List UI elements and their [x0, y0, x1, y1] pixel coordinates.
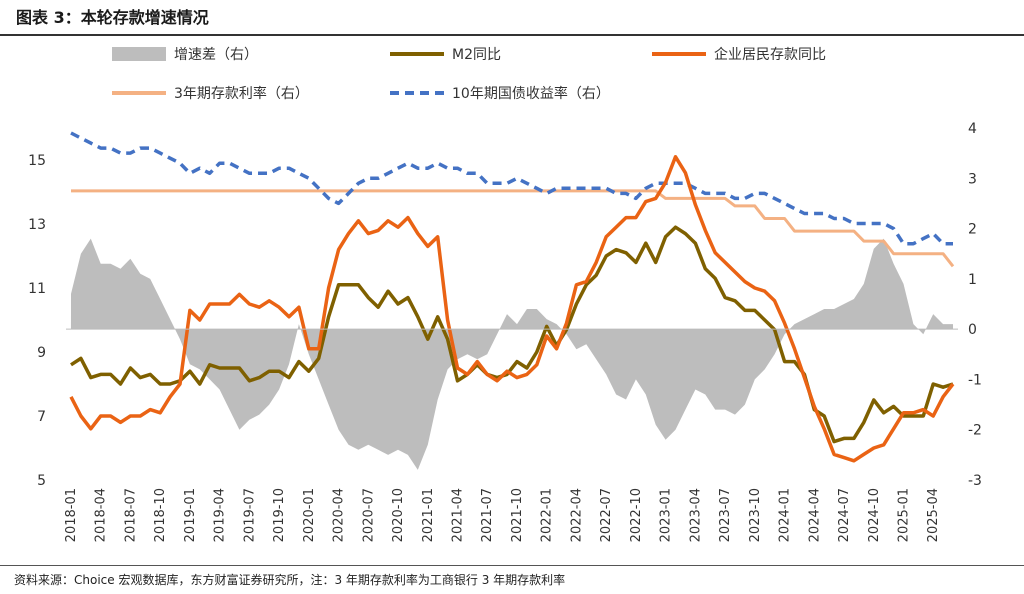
title-divider — [0, 34, 1024, 36]
x-axis-tick-label: 2020-01 — [302, 488, 317, 542]
x-axis-tick-label: 2024-01 — [778, 488, 793, 542]
x-axis-tick-label: 2023-10 — [748, 488, 763, 542]
spread-area-layer — [70, 238, 954, 470]
x-axis-tick-label: 2023-04 — [688, 488, 703, 542]
x-axis-tick-label: 2018-10 — [153, 488, 168, 542]
corporate-deposit-line — [69, 155, 955, 463]
x-axis-tick-label: 2022-10 — [629, 488, 644, 542]
legend-m2-label: M2同比 — [452, 47, 501, 63]
line-series-layer — [69, 131, 955, 463]
x-axis-tick-label: 2024-10 — [867, 488, 882, 542]
x-axis-tick-label: 2021-04 — [450, 488, 465, 542]
right-axis-tick-label: 1 — [968, 272, 977, 288]
x-axis-tick-label: 2022-07 — [599, 488, 614, 542]
chart-legend: 增速差（右） M2同比 企业居民存款同比 3年期存款利率（右） 10年期国债收益率（右） — [112, 46, 826, 102]
deposit-rate-line — [71, 189, 955, 268]
source-divider — [0, 565, 1024, 566]
spread-area — [70, 238, 954, 470]
legend-bond-yield-label: 10年期国债收益率（右） — [452, 85, 610, 102]
right-axis-tick-label: 2 — [968, 222, 977, 238]
x-axis-tick-label: 2020-07 — [361, 488, 376, 542]
legend-deposit-rate-label: 3年期存款利率（右） — [174, 85, 309, 102]
x-axis-tick-label: 2024-04 — [807, 488, 822, 542]
right-axis-tick-label: 4 — [968, 121, 977, 137]
bond-yield-line — [70, 131, 953, 246]
left-axis-tick-label: 11 — [28, 281, 46, 297]
x-axis-tick-label: 2018-01 — [64, 488, 79, 542]
x-axis-tick-label: 2022-01 — [540, 488, 555, 542]
x-axis-tick-label: 2025-01 — [896, 488, 911, 542]
source-note: 资料来源：Choice 宏观数据库，东方财富证券研究所，注：3 年期存款利率为工… — [14, 573, 566, 587]
right-axis-tick-label: -1 — [968, 372, 982, 388]
deposit-growth-chart: 增速差（右） M2同比 企业居民存款同比 3年期存款利率（右） 10年期国债收益率（右）… — [28, 46, 982, 542]
x-axis-tick-label: 2019-01 — [183, 488, 198, 542]
x-axis-tick-label: 2021-07 — [480, 488, 495, 542]
legend-spread-label: 增速差（右） — [174, 47, 258, 63]
x-axis-tick-label: 2025-04 — [926, 488, 941, 542]
right-axis-tick-label: -3 — [968, 473, 982, 489]
left-axis-tick-label: 15 — [28, 153, 46, 169]
left-axis-tick-label: 13 — [28, 217, 46, 233]
x-axis-tick-label: 2019-04 — [213, 488, 228, 542]
left-axis-tick-label: 7 — [37, 409, 46, 425]
x-axis-tick-label: 2018-04 — [94, 488, 109, 542]
right-axis-tick-label: 3 — [968, 171, 977, 187]
x-axis-tick-label: 2021-01 — [421, 488, 436, 542]
x-axis-tick-label: 2018-07 — [123, 488, 138, 542]
x-axis-tick-label: 2023-07 — [718, 488, 733, 542]
x-axis-tick-label: 2024-07 — [837, 488, 852, 542]
x-axis-tick-label: 2020-10 — [391, 488, 406, 542]
right-axis-tick-label: -2 — [968, 423, 982, 439]
x-axis-tick-label: 2023-01 — [659, 488, 674, 542]
x-axis-tick-label: 2020-04 — [332, 488, 347, 542]
chart-title: 图表 3：本轮存款增速情况 — [16, 8, 209, 27]
right-axis-tick-label: 0 — [968, 322, 977, 338]
x-axis-tick-label: 2019-07 — [242, 488, 257, 542]
chart-axes: 5 7 9 11 13 15 -3 -2 -1 0 1 2 3 4 2018-01 2018-04 2018-0… — [28, 121, 982, 542]
x-axis-tick-label: 2019-10 — [272, 488, 287, 542]
legend-spread-swatch — [112, 47, 166, 61]
x-axis-tick-label: 2021-10 — [510, 488, 525, 542]
left-axis-tick-label: 5 — [37, 473, 46, 489]
left-axis-tick-label: 9 — [37, 345, 46, 361]
legend-corporate-label: 企业居民存款同比 — [714, 46, 826, 63]
x-axis-tick-label: 2022-04 — [569, 488, 584, 542]
